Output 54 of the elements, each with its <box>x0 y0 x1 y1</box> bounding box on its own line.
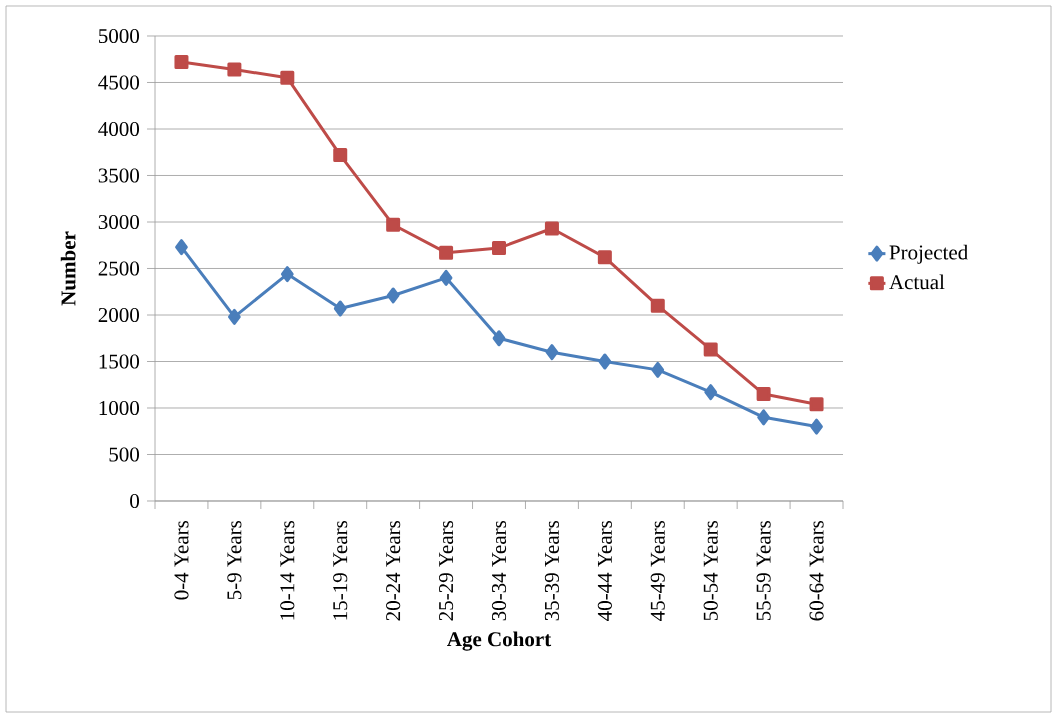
point <box>439 269 453 286</box>
x-tick-label: 5-9 Years <box>227 520 242 600</box>
y-axis-title: Number <box>60 231 76 306</box>
y-tick-label: 500 <box>109 447 140 462</box>
point <box>228 308 241 325</box>
point <box>386 217 401 232</box>
x-tick-label: 60-64 Years <box>809 520 824 621</box>
point <box>545 344 559 361</box>
y-tick-label: 2500 <box>98 261 140 276</box>
point <box>492 241 507 256</box>
x-tick-label: 20-24 Years <box>386 520 401 621</box>
y-tick-label: 1500 <box>99 354 140 369</box>
y-tick-label: 0 <box>130 493 140 509</box>
point <box>280 70 295 85</box>
point <box>810 418 823 435</box>
legend-label: Projected <box>889 244 968 264</box>
x-tick-label: 25-29 Years <box>439 520 454 621</box>
point <box>809 397 824 412</box>
point <box>757 409 770 426</box>
point <box>756 387 771 402</box>
x-tick-label: 30-34 Years <box>491 520 507 621</box>
point <box>650 298 665 313</box>
x-axis-title: Age Cohort <box>447 631 552 651</box>
y-tick-label: 3500 <box>98 168 140 183</box>
point <box>280 266 294 283</box>
point <box>439 245 454 260</box>
point <box>175 239 188 256</box>
y-tick-label: 4000 <box>98 121 140 137</box>
point <box>703 342 718 357</box>
x-tick-label: 40-44 Years <box>597 520 612 621</box>
y-tick-label: 4500 <box>98 75 140 90</box>
legend-label: Actual <box>889 274 945 290</box>
point <box>333 300 347 317</box>
point <box>227 62 242 77</box>
x-tick-label: 55-59 Years <box>756 520 771 621</box>
point <box>333 148 348 163</box>
point <box>492 330 506 347</box>
x-tick-label: 0-4 Years <box>174 520 189 600</box>
y-tick-label: 2000 <box>98 307 140 323</box>
y-tick-label: 3000 <box>98 214 140 230</box>
x-tick-label: 10-14 Years <box>280 520 295 620</box>
x-tick-label: 50-54 Years <box>703 520 718 621</box>
point <box>597 250 612 265</box>
y-tick-label: 1000 <box>99 400 140 416</box>
point <box>174 55 189 70</box>
y-tick-label: 5000 <box>99 28 140 44</box>
point <box>598 353 612 370</box>
point <box>544 221 559 236</box>
point <box>704 384 718 401</box>
x-tick-label: 15-19 Years <box>333 520 348 620</box>
point <box>386 287 400 304</box>
point <box>651 361 665 378</box>
x-tick-label: 35-39 Years <box>544 520 559 621</box>
x-tick-label: 45-49 Years <box>650 520 665 621</box>
